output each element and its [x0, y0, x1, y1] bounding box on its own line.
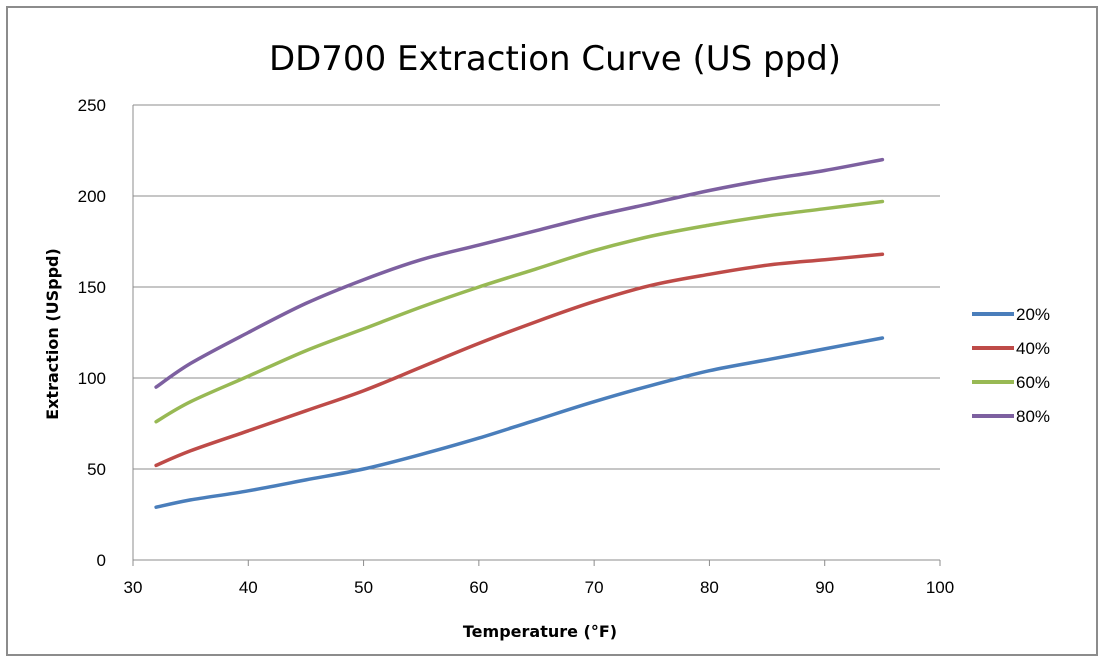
- x-tick-label: 90: [815, 578, 834, 597]
- x-axis: 30 40 50 60 70 80 90 100: [124, 560, 954, 597]
- chart-title: DD700 Extraction Curve (US ppd): [269, 39, 841, 79]
- y-axis: 0 50 100 150 200 250: [78, 96, 106, 570]
- series-line-80pct: [154, 157, 885, 389]
- legend: 20% 40% 60% 80%: [972, 305, 1050, 426]
- x-tick-label: 30: [124, 578, 143, 597]
- y-tick-label: 200: [78, 187, 106, 206]
- series-lines: [154, 157, 885, 509]
- x-tick-label: 50: [354, 578, 373, 597]
- y-tick-label: 50: [87, 460, 106, 479]
- x-tick-label: 80: [700, 578, 719, 597]
- x-tick-label: 70: [585, 578, 604, 597]
- x-tick-label: 40: [239, 578, 258, 597]
- x-tick-label: 100: [926, 578, 954, 597]
- legend-label: 20%: [1016, 305, 1050, 324]
- y-tick-label: 150: [78, 278, 106, 297]
- y-tick-label: 250: [78, 96, 106, 115]
- chart-frame: [6, 6, 1098, 656]
- y-tick-label: 100: [78, 369, 106, 388]
- y-tick-label: 0: [97, 551, 106, 570]
- legend-label: 40%: [1016, 339, 1050, 358]
- y-axis-title: Extraction (USppd): [43, 248, 62, 420]
- grid: [132, 104, 940, 561]
- x-tick-label: 60: [469, 578, 488, 597]
- legend-label: 80%: [1016, 407, 1050, 426]
- series-line-20pct: [154, 336, 885, 509]
- series-line-60pct: [154, 199, 885, 424]
- legend-label: 60%: [1016, 373, 1050, 392]
- series-line-40pct: [154, 252, 885, 468]
- x-axis-title: Temperature (°F): [463, 622, 617, 641]
